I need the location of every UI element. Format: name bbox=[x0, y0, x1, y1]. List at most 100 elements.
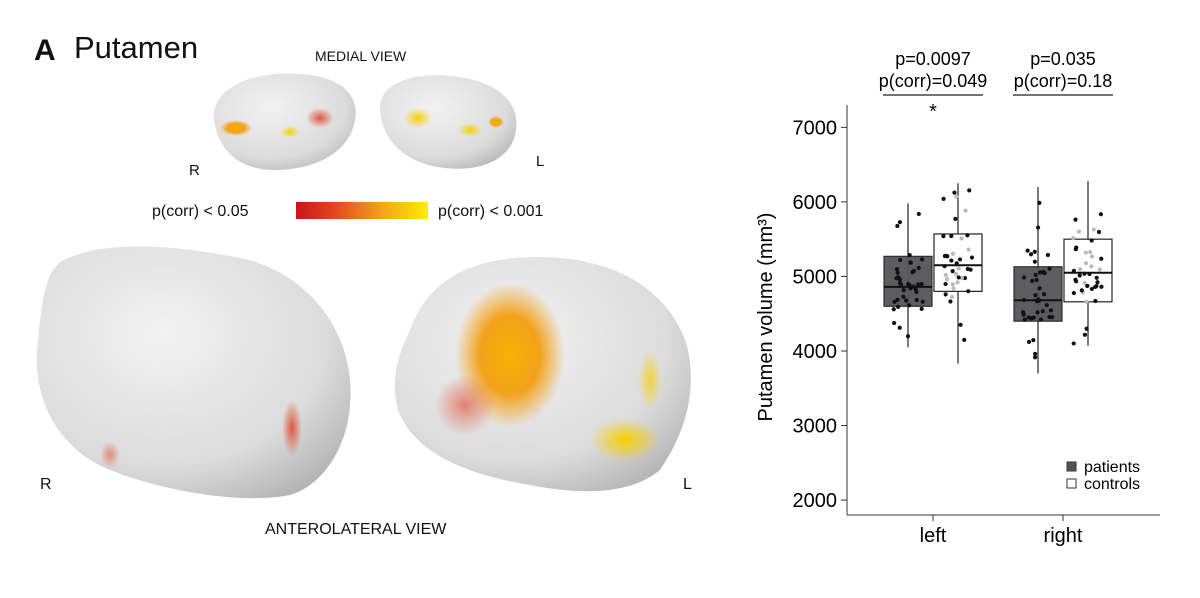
data-point bbox=[943, 272, 948, 278]
y-tick-label: 4000 bbox=[793, 341, 838, 363]
data-point bbox=[941, 233, 946, 239]
anterolateral-view-label: ANTEROLATERAL VIEW bbox=[265, 521, 447, 538]
data-point bbox=[895, 223, 900, 229]
data-point bbox=[894, 267, 900, 272]
data-point bbox=[897, 325, 902, 330]
data-point bbox=[919, 306, 924, 311]
data-point bbox=[913, 287, 918, 292]
data-point bbox=[1025, 248, 1030, 253]
data-point bbox=[949, 258, 954, 263]
data-point bbox=[1089, 254, 1095, 259]
data-point bbox=[1089, 286, 1095, 292]
medial-right-side-label: R bbox=[189, 162, 200, 179]
data-point bbox=[950, 251, 956, 256]
y-tick-label: 5000 bbox=[793, 266, 838, 288]
data-point bbox=[1035, 225, 1041, 230]
data-point bbox=[949, 233, 954, 239]
data-point bbox=[1084, 326, 1089, 331]
data-point bbox=[957, 257, 963, 262]
x-tick-label: right bbox=[1044, 525, 1083, 547]
data-point bbox=[1095, 280, 1100, 285]
data-point bbox=[1071, 290, 1076, 296]
data-point bbox=[905, 334, 911, 339]
data-point bbox=[958, 322, 963, 327]
scale-low-label: p(corr) < 0.05 bbox=[152, 203, 249, 220]
data-point bbox=[1035, 310, 1040, 315]
data-point bbox=[1071, 235, 1076, 241]
data-point bbox=[962, 337, 967, 342]
data-point bbox=[1096, 229, 1102, 235]
y-tick-label: 2000 bbox=[793, 490, 838, 512]
medial-right-putamen bbox=[213, 73, 356, 171]
data-point bbox=[1073, 247, 1078, 252]
data-point bbox=[897, 277, 903, 282]
data-point bbox=[919, 281, 924, 287]
data-point bbox=[1083, 261, 1089, 266]
medial-left-side-label: L bbox=[536, 153, 545, 170]
data-point bbox=[950, 282, 955, 287]
data-point bbox=[968, 267, 973, 272]
data-point bbox=[1033, 293, 1038, 298]
data-point bbox=[916, 282, 921, 287]
data-point bbox=[1099, 284, 1104, 289]
data-point bbox=[1033, 351, 1038, 356]
data-point bbox=[952, 190, 957, 195]
data-point bbox=[953, 271, 959, 276]
y-tick-label: 6000 bbox=[793, 192, 838, 214]
x-tick-label: left bbox=[920, 525, 947, 547]
data-point bbox=[966, 247, 971, 252]
p-corr-label: p(corr)=0.049 bbox=[879, 71, 988, 91]
data-point bbox=[1037, 286, 1042, 291]
data-point bbox=[944, 277, 950, 282]
anterolateral-right-putamen bbox=[36, 246, 351, 499]
data-point bbox=[943, 281, 948, 287]
data-point bbox=[897, 220, 902, 225]
data-point bbox=[1033, 355, 1038, 360]
data-point bbox=[953, 216, 958, 221]
data-point bbox=[1048, 308, 1054, 313]
data-point bbox=[955, 280, 960, 285]
data-point bbox=[1037, 200, 1042, 205]
p-value-label: p=0.0097 bbox=[895, 49, 971, 69]
data-point bbox=[1088, 249, 1093, 255]
data-point bbox=[898, 282, 904, 287]
data-point bbox=[969, 255, 975, 260]
data-point bbox=[892, 299, 897, 304]
data-point bbox=[1083, 250, 1088, 255]
data-point bbox=[1073, 217, 1078, 222]
data-point bbox=[1045, 252, 1050, 258]
medial-left-putamen bbox=[379, 75, 517, 169]
data-point bbox=[916, 265, 921, 271]
anterolateral-right-side-label: R bbox=[40, 476, 52, 493]
data-point bbox=[1082, 280, 1087, 286]
x-axis: left right bbox=[847, 514, 1160, 547]
data-point bbox=[1076, 229, 1082, 234]
data-point bbox=[1093, 298, 1098, 304]
anterolateral-left-putamen bbox=[394, 257, 691, 492]
medial-view-label: MEDIAL VIEW bbox=[315, 48, 407, 64]
data-point bbox=[919, 257, 925, 262]
data-point bbox=[898, 257, 903, 263]
data-point bbox=[1082, 332, 1088, 337]
data-point bbox=[1089, 264, 1094, 269]
putamen-volume-boxplot: Putamen volume (mm³) 2000 3000 4000 5000 600… bbox=[755, 49, 1160, 547]
data-point bbox=[1071, 341, 1076, 346]
data-point bbox=[1032, 249, 1037, 254]
data-point bbox=[956, 275, 961, 280]
data-point bbox=[1031, 338, 1036, 343]
data-point bbox=[1034, 277, 1039, 283]
data-point bbox=[1042, 271, 1047, 276]
data-point bbox=[954, 261, 959, 266]
data-point bbox=[907, 253, 912, 258]
data-point bbox=[945, 254, 950, 259]
data-point bbox=[1079, 288, 1084, 293]
data-point bbox=[1084, 299, 1089, 304]
data-point bbox=[901, 294, 906, 299]
data-point bbox=[895, 270, 900, 275]
data-point bbox=[962, 275, 968, 281]
data-point bbox=[891, 307, 896, 312]
data-point bbox=[1098, 212, 1104, 217]
data-point bbox=[908, 260, 913, 265]
data-point bbox=[1033, 272, 1038, 278]
